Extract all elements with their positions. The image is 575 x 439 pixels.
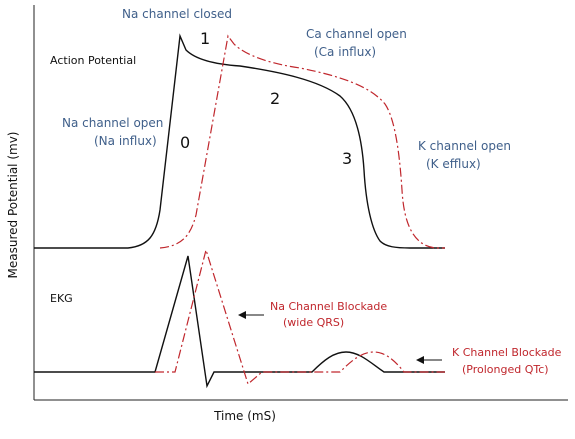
k-blockade-label: K Channel Blockade [452,346,562,359]
phase-3-label: 3 [342,149,352,168]
k-channel-open-label: K channel open [418,139,511,153]
na-blockade-arrowhead [238,311,246,319]
prolonged-qtc-label: (Prolonged QTc) [462,363,549,376]
ekg-title: EKG [50,292,73,305]
phase-2-label: 2 [270,89,280,108]
k-efflux-label: (K efflux) [426,157,481,171]
na-blockade-label: Na Channel Blockade [270,300,387,313]
y-axis-label: Measured Potential (mv) [6,132,20,279]
phase-1-label: 1 [200,29,210,48]
phase-0-label: 0 [180,133,190,152]
ekg-blockade-trace [155,247,445,386]
na-channel-closed-label: Na channel closed [122,7,232,21]
na-influx-label: (Na influx) [94,134,157,148]
na-channel-open-label: Na channel open [62,116,163,130]
ca-influx-label: (Ca influx) [314,45,376,59]
x-axis-label: Time (mS) [213,409,276,423]
wide-qrs-label: (wide QRS) [283,316,344,329]
ekg-normal-trace [34,255,445,389]
action-potential-normal-trace [34,33,445,249]
action-potential-blockade-trace [159,34,445,249]
ca-channel-open-label: Ca channel open [306,27,407,41]
k-blockade-arrowhead [416,356,424,364]
action-potential-title: Action Potential [50,54,136,67]
